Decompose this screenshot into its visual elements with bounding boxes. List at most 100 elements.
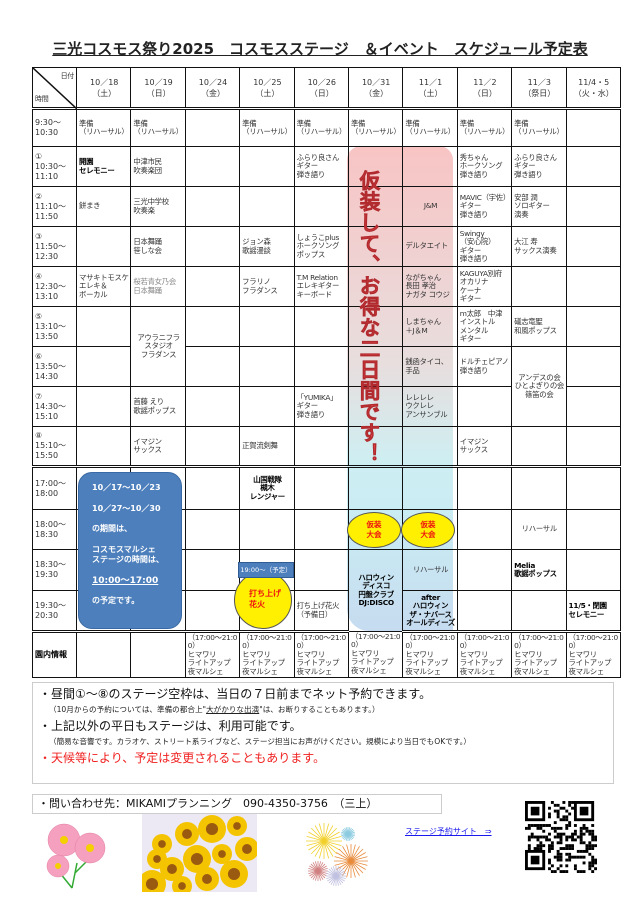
schedule-cell (184, 266, 241, 307)
schedule-cell (456, 466, 513, 510)
time-slot: ① 10:30～ 11:10 (32, 146, 77, 187)
schedule-cell (184, 549, 241, 591)
schedule-cell (293, 549, 349, 591)
schedule-cell (184, 306, 241, 347)
fireworks-image (306, 823, 368, 886)
venue-info-cell (130, 630, 186, 679)
schedule-cell (565, 466, 621, 510)
schedule-cell (511, 590, 567, 633)
marche-period-2: 10／27～10／30 (92, 503, 161, 513)
schedule-cell (239, 509, 295, 550)
schedule-cell: ドルチェピアノ 弾き語り (456, 346, 513, 387)
schedule-cell: アンデスの会 ひとよぎりの会 篠笛の会 (511, 346, 567, 427)
venue-info-cell: （17:00～21:00） ヒマワリ ライトアップ 夜マルシェ (293, 630, 349, 679)
date-header: 10／25 （土） (239, 67, 295, 110)
schedule-cell: リハーサル (402, 549, 458, 591)
schedule-cell (184, 590, 241, 633)
header-date: 11／1 (418, 77, 443, 87)
schedule-cell (184, 466, 241, 510)
schedule-cell (565, 146, 621, 187)
schedule-cell (239, 306, 295, 347)
schedule-cell (347, 266, 404, 307)
time-slot: ② 11:10～ 11:50 (32, 186, 77, 227)
schedule-cell (239, 146, 295, 187)
page-title: 三光コスモス祭り2025 コスモスステージ ＆イベント スケジュール予定表 (52, 40, 588, 58)
header-day: （火・水） (573, 88, 614, 98)
schedule-cell (293, 186, 349, 227)
time-slot: 9:30～ 10:30 (32, 108, 77, 147)
header-day: （土） (92, 88, 117, 98)
schedule-table: 日付 時間 10／18 （土） 10／19 （日） 10／24 （金） 10／25 （土） 10／2… (32, 67, 621, 679)
schedule-cell (239, 186, 295, 227)
time-slot: 18:30～ 19:30 (32, 549, 77, 591)
header-date: 10／18 (90, 77, 119, 87)
schedule-cell: 礒志竜聖 和風ポップス (511, 306, 567, 347)
sunflower-field-image (142, 814, 257, 892)
time-slot: 園内情報 (32, 630, 77, 679)
cosmos-flower-image (46, 823, 106, 889)
schedule-cell (565, 509, 621, 550)
schedule-cell: 餅まき (75, 186, 132, 227)
header-day: （土） (418, 88, 443, 98)
time-slot: ⑦ 14:30～ 15:10 (32, 386, 77, 427)
schedule-cell (184, 108, 241, 147)
schedule-cell: T.M Relation エレキギター キーボード (293, 266, 349, 307)
schedule-cell: 三光中学校 吹奏楽 (130, 186, 186, 227)
schedule-cell: 大江 寿 サックス演奏 (511, 226, 567, 267)
schedule-cell: MAVIC（宇佐） ギター 弾き語り (456, 186, 513, 227)
venue-info-cell: （17:00～21:00） ヒマワリ ライトアップ 夜マルシェ (184, 630, 241, 679)
venue-info-cell: （17:00～21:00） ヒマワリ ライトアップ 夜マルシェ (511, 630, 567, 679)
schedule-cell: 準備 （リハーサル） (75, 108, 132, 147)
booking-qr-code[interactable] (525, 801, 597, 873)
schedule-cell: 首藤 えり 歌謡ポップス (130, 386, 186, 427)
stage-booking-link[interactable]: ステージ予約サイト ⇒ (405, 827, 492, 836)
costume-contest-badge-1101: 仮装 大会 (401, 512, 455, 548)
schedule-cell: デルタエイト (402, 226, 458, 267)
schedule-cell: しまちゃん ＋J＆M (402, 306, 458, 347)
schedule-cell: 秀ちゃん ホークソング 弾き語り (456, 146, 513, 187)
schedule-cell: イマジン サックス (456, 426, 513, 468)
schedule-cell (402, 466, 458, 510)
schedule-cell (565, 386, 621, 427)
schedule-cell (511, 426, 567, 468)
schedule-cell (239, 346, 295, 387)
schedule-cell (565, 426, 621, 468)
date-header: 10／18 （土） (75, 67, 132, 110)
venue-info-cell: （17:00～21:00） ヒマワリ ライトアップ 夜マルシェ (456, 630, 513, 679)
header-date: 10／19 (144, 77, 173, 87)
schedule-cell (184, 509, 241, 550)
marche-period-text: の期間は、 (92, 524, 132, 533)
schedule-cell (402, 426, 458, 468)
header-day: （土） (255, 88, 280, 98)
header-date: 11/4・5 (578, 77, 610, 87)
header-day: （日） (146, 88, 171, 98)
schedule-cell: ハロウィン ディスコ 円盤クラブ DJ:DISCO (347, 549, 404, 632)
schedule-cell: 準備 （リハーサル） (456, 108, 513, 147)
schedule-cell: 中津市民 吹奏楽団 (130, 146, 186, 187)
time-slot: ⑤ 13:10～ 13:50 (32, 306, 77, 347)
venue-info-cell: （17:00～21:00） ヒマワリ ライトアップ 夜マルシェ (239, 630, 295, 679)
schedule-cell: 正賀流剣舞 (239, 426, 295, 468)
header-date: 10／25 (253, 77, 282, 87)
schedule-cell: レレレレ ウクレレ アンサンブル (402, 386, 458, 427)
schedule-cell (184, 426, 241, 468)
schedule-cell (75, 386, 132, 427)
schedule-cell (347, 426, 404, 468)
marche-period-1: 10／17～10／23 (92, 483, 161, 492)
schedule-cell (75, 346, 132, 387)
schedule-cell: after ハロウィン ザ・ナバース オールディーズ (402, 590, 458, 633)
schedule-cell (402, 146, 458, 187)
schedule-cell (184, 186, 241, 227)
schedule-cell: しょうこplus ホークソング ポップス (293, 226, 349, 267)
schedule-cell (456, 509, 513, 550)
time-slot: ⑧ 15:10～ 15:50 (32, 426, 77, 468)
corner-header: 日付時間 (32, 67, 77, 110)
schedule-cell (565, 266, 621, 307)
schedule-cell (565, 549, 621, 591)
header-date: 10／31 (361, 77, 391, 87)
note-reservation: ・昼間①～⑧のステージ空枠は、当日の７日前までネット予約できます。 (39, 687, 432, 701)
contact-info: ・問い合わせ先：MIKAMIプランニング 090-4350-3756 （三上） (32, 794, 442, 814)
date-label: 日付 (60, 72, 75, 80)
time-label: 時間 (35, 94, 49, 103)
schedule-cell (184, 346, 241, 387)
